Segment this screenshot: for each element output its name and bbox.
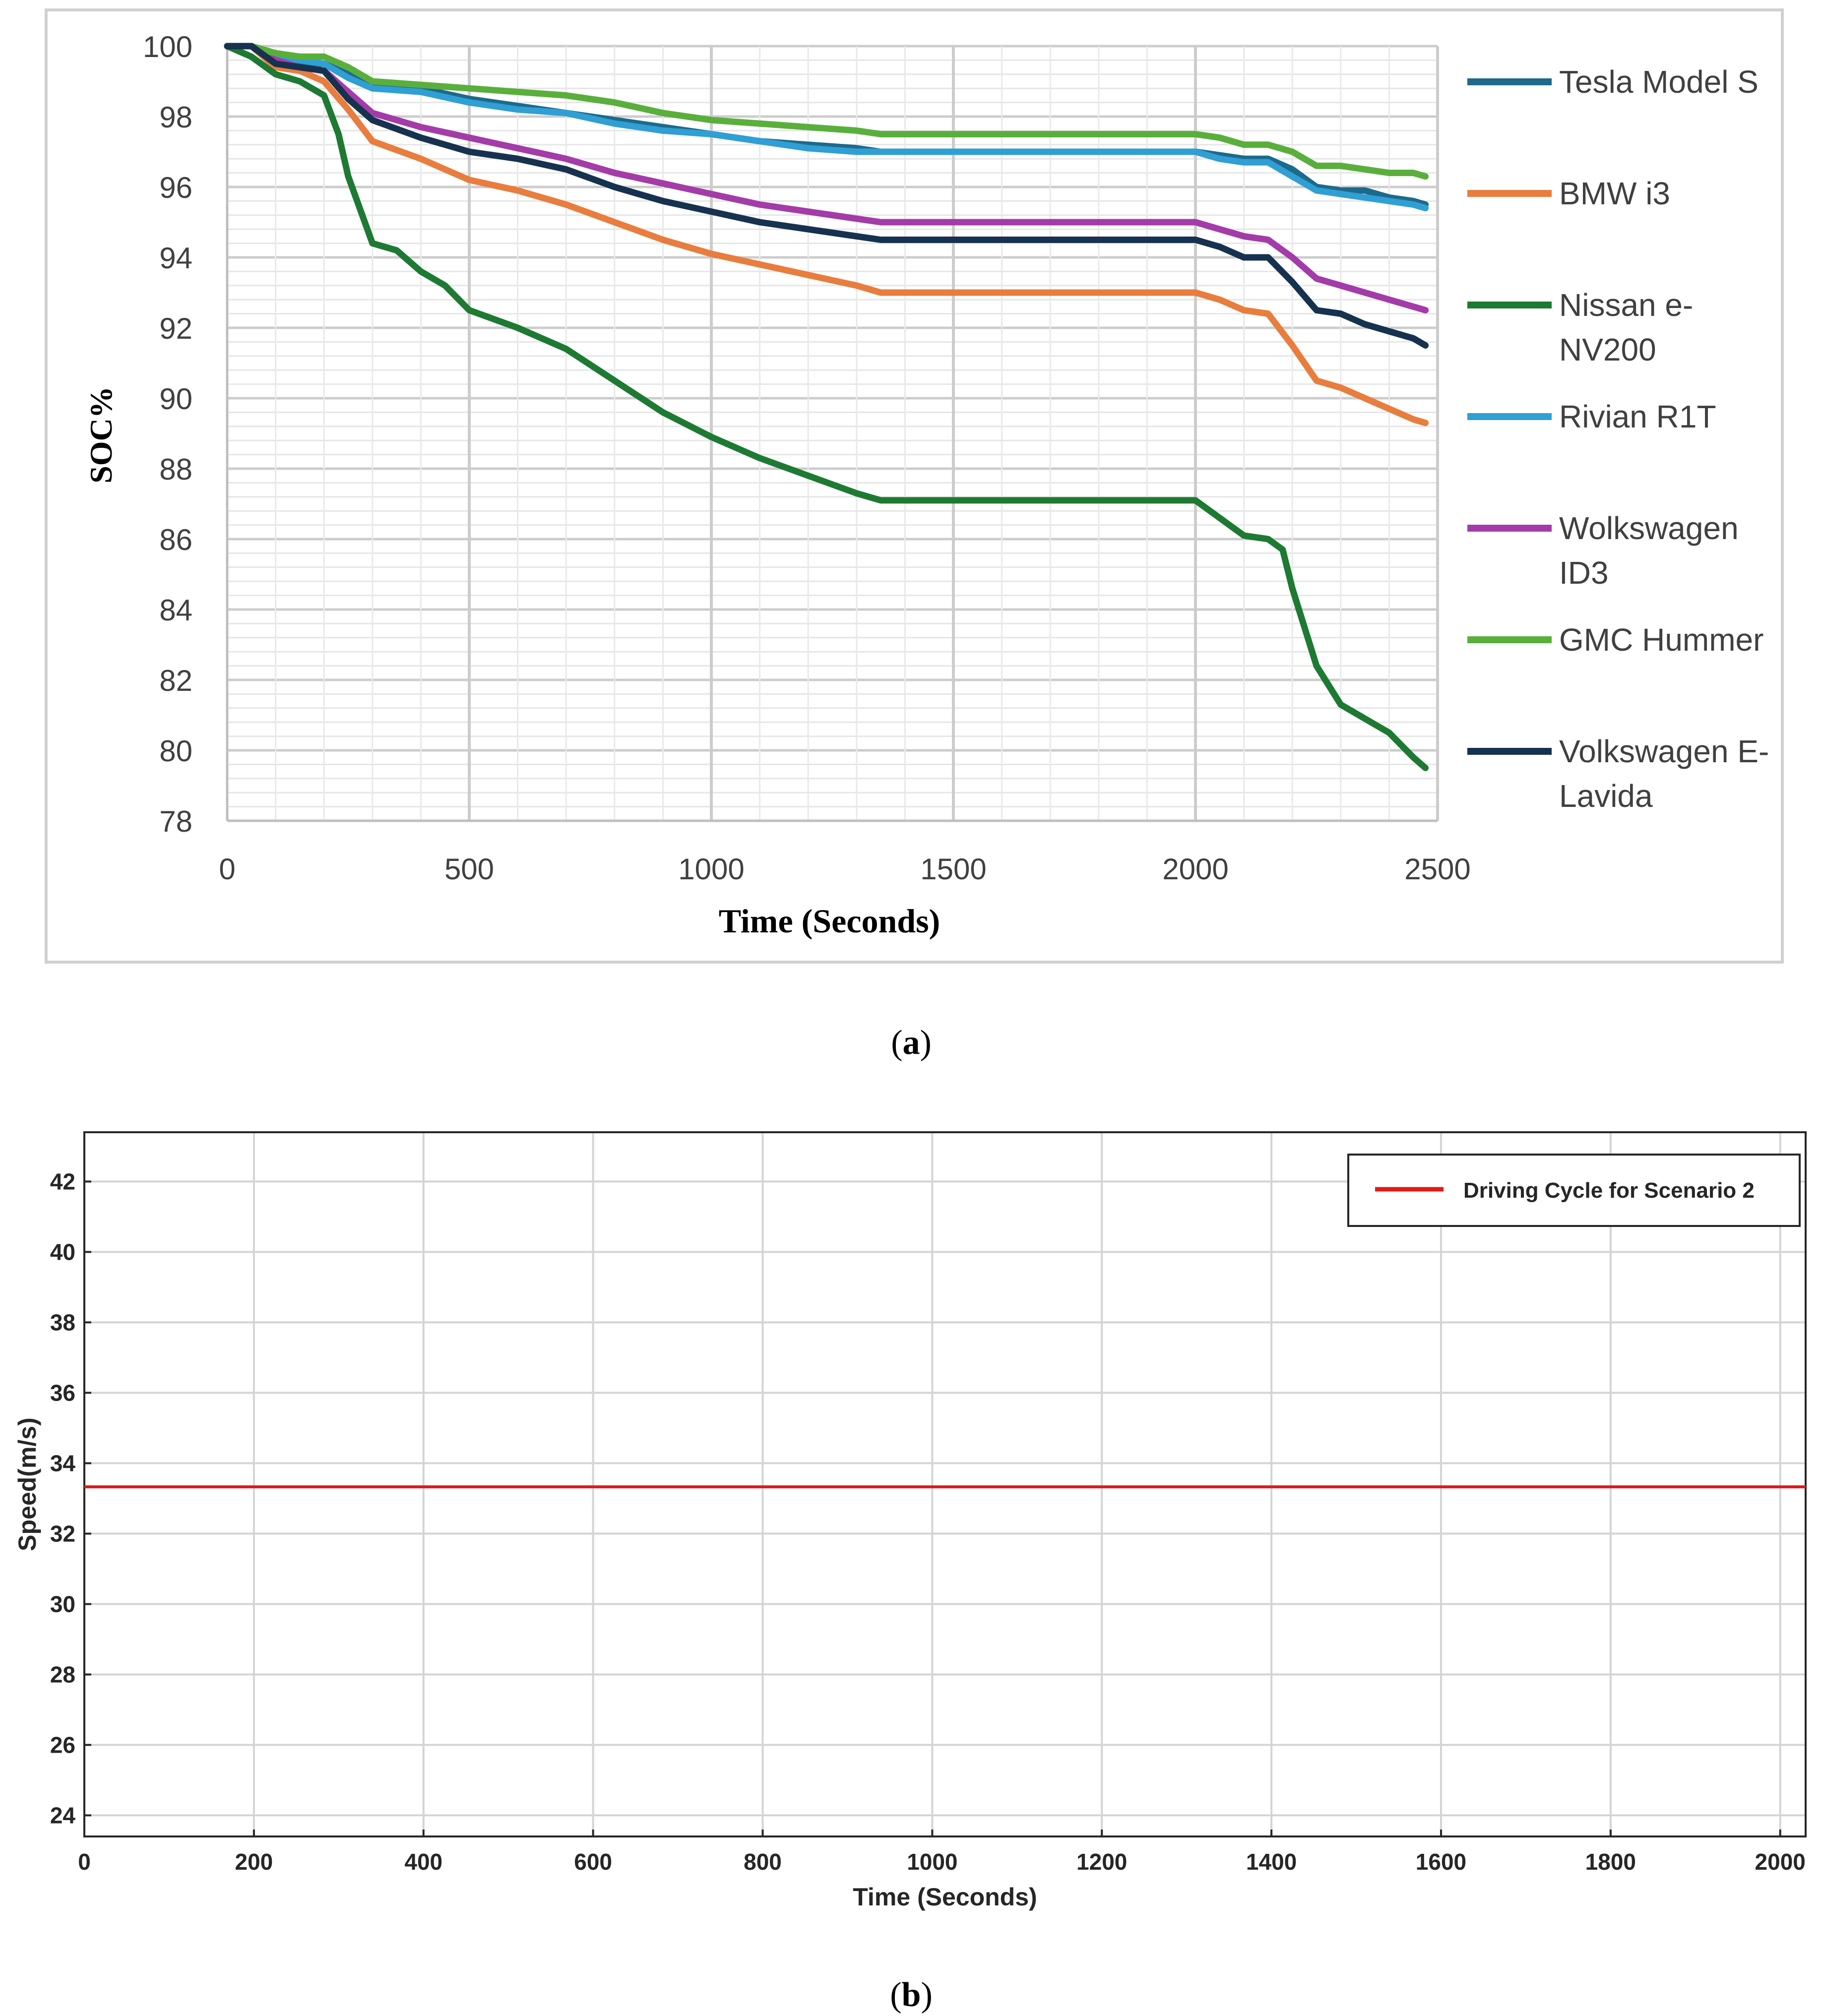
panel-b-x-axis-title: Time (Seconds) — [853, 1883, 1037, 1911]
panel-a-caption-letter: a — [903, 1024, 920, 1062]
series-line-volkswagen-e-lavida — [224, 43, 1429, 349]
x-tick-label: 1800 — [1585, 1849, 1636, 1875]
panel-a-caption-close: ) — [920, 1024, 932, 1062]
panel-a-series — [224, 43, 1429, 771]
panel-b-axes — [83, 1131, 1807, 1837]
x-tick-label: 1500 — [920, 853, 986, 886]
y-tick-label: 30 — [50, 1591, 75, 1617]
plot-area — [84, 1132, 1806, 1836]
panel-a-border — [45, 8, 1784, 964]
y-tick-label: 38 — [50, 1309, 75, 1335]
panel-a-caption-open: ( — [891, 1024, 902, 1062]
panel-b-speed-chart: 24 26 28 30 32 34 36 38 40 42 0 200 400 600 800 1000 120… — [13, 1131, 1807, 1911]
y-tick-label: 86 — [159, 523, 192, 556]
legend-label: Volkswagen E- — [1559, 733, 1769, 769]
y-tick-label: 94 — [159, 242, 192, 275]
y-tick-label: 98 — [159, 101, 192, 134]
panel-a-x-axis-title: Time (Seconds) — [719, 902, 940, 940]
y-tick-label: 100 — [143, 30, 192, 63]
panel-a-grid — [227, 45, 1439, 821]
x-tick-label: 2000 — [1162, 853, 1228, 886]
y-tick-label: 88 — [159, 453, 192, 486]
y-tick-label: 42 — [50, 1168, 75, 1194]
panel-a-axes — [226, 46, 1438, 822]
y-tick-label: 36 — [50, 1380, 75, 1405]
x-tick-label: 1200 — [1076, 1849, 1127, 1875]
panel-b-grid — [84, 1132, 1806, 1836]
series-line-gmc-hummer — [224, 43, 1429, 180]
x-tick-label: 2000 — [1755, 1849, 1806, 1875]
panel-a-legend: Tesla Model S BMW i3 Nissan e- NV200 Rivian … — [1467, 64, 1769, 814]
x-tick-label: 1000 — [907, 1849, 957, 1875]
y-tick-label: 32 — [50, 1521, 75, 1546]
panel-b-legend: Driving Cycle for Scenario 2 — [1347, 1154, 1801, 1227]
y-tick-label: 26 — [50, 1732, 75, 1758]
panel-b-tick-labels: 24 26 28 30 32 34 36 38 40 42 0 200 400 600 800 1000 120… — [50, 1168, 1806, 1875]
plot-frame — [83, 1131, 1807, 1837]
x-tick-label: 1400 — [1246, 1849, 1297, 1875]
legend-label: ID3 — [1559, 555, 1609, 591]
y-tick-label: 34 — [50, 1450, 76, 1476]
panel-b-caption-close: ) — [921, 1976, 932, 2014]
legend-label: Rivian R1T — [1559, 399, 1716, 434]
series-line-wolkswagen-id3 — [224, 43, 1429, 313]
panel-b-caption-letter: b — [902, 1976, 921, 2014]
y-tick-label: 78 — [159, 805, 192, 838]
x-tick-label: 800 — [744, 1849, 782, 1875]
panel-b-y-axis-title: Speed(m/s) — [13, 1417, 41, 1551]
x-tick-label: 1000 — [678, 853, 744, 886]
x-tick-label: 0 — [78, 1849, 91, 1875]
x-tick-label: 2500 — [1404, 853, 1470, 886]
x-tick-label: 400 — [404, 1849, 442, 1875]
y-tick-label: 84 — [159, 594, 192, 627]
y-tick-label: 96 — [159, 171, 192, 204]
panel-a-caption: (a) — [891, 1024, 932, 1062]
y-tick-label: 80 — [159, 734, 192, 768]
series-line-rivian-r1t — [224, 43, 1429, 212]
x-tick-label: 600 — [574, 1849, 612, 1875]
y-tick-label: 28 — [50, 1661, 75, 1687]
legend-label: Lavida — [1559, 778, 1653, 814]
panel-a-y-axis-title: SOC% — [83, 386, 119, 484]
legend-label: GMC Hummer — [1559, 622, 1763, 658]
legend-label: Driving Cycle for Scenario 2 — [1463, 1178, 1755, 1203]
legend-label: NV200 — [1559, 332, 1656, 367]
x-tick-label: 0 — [219, 853, 235, 886]
legend-label: Nissan e- — [1559, 287, 1693, 323]
y-tick-label: 92 — [159, 312, 192, 345]
legend-label: Tesla Model S — [1559, 64, 1759, 100]
x-tick-label: 200 — [235, 1849, 273, 1875]
legend-label: Wolkswagen — [1559, 510, 1739, 546]
panel-b-caption: (b) — [890, 1976, 933, 2014]
x-tick-label: 500 — [444, 853, 494, 886]
series-line-bmw-i3 — [224, 43, 1429, 427]
y-tick-label: 82 — [159, 664, 192, 697]
panel-b-caption-open: ( — [890, 1976, 901, 2014]
y-tick-label: 40 — [50, 1239, 75, 1265]
series-line-nissan-e-nv200 — [224, 43, 1429, 771]
y-tick-label: 90 — [159, 382, 192, 416]
y-tick-label: 24 — [50, 1802, 76, 1828]
legend-label: BMW i3 — [1559, 176, 1670, 211]
x-tick-label: 1600 — [1416, 1849, 1466, 1875]
